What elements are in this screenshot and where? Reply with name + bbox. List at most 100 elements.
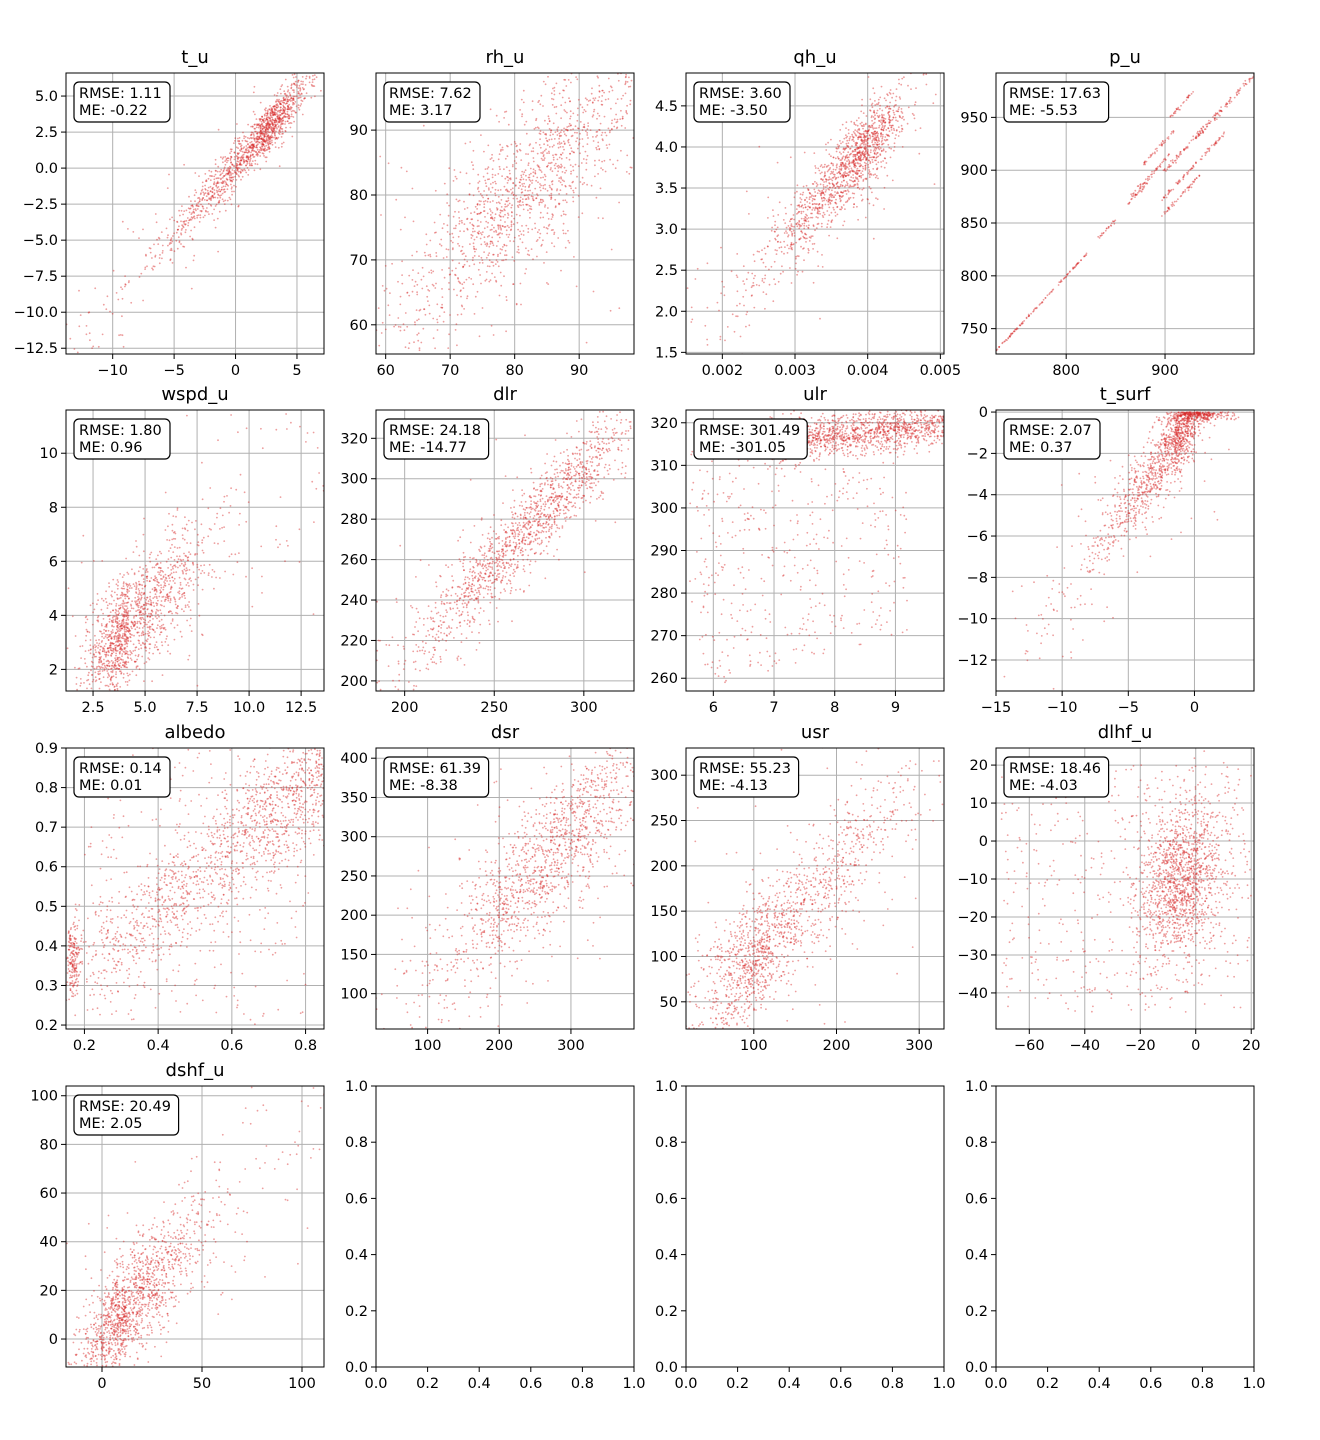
data-point [853, 192, 856, 195]
data-point [601, 103, 604, 106]
data-point [856, 153, 858, 156]
data-point [1197, 134, 1200, 137]
data-point [199, 214, 202, 217]
data-point [520, 303, 522, 306]
data-point [261, 115, 263, 118]
data-point [184, 223, 187, 226]
data-point [474, 295, 477, 298]
data-point [596, 117, 598, 120]
data-point [553, 93, 556, 96]
data-point [250, 131, 253, 134]
data-point [522, 208, 525, 211]
data-point [264, 130, 266, 133]
data-point [273, 119, 276, 122]
data-point [557, 170, 559, 173]
data-point [513, 141, 516, 143]
data-point [280, 103, 282, 106]
data-point [1027, 313, 1030, 316]
data-point [255, 140, 258, 143]
data-point [221, 182, 224, 184]
data-point [550, 180, 553, 183]
data-point [273, 132, 276, 135]
data-point [501, 225, 504, 227]
data-point [652, 25, 654, 27]
data-point [564, 232, 567, 235]
data-point [1016, 327, 1018, 329]
data-point [834, 211, 837, 214]
data-point [265, 156, 268, 159]
data-point [848, 154, 851, 156]
data-point [262, 143, 265, 146]
data-point [865, 122, 867, 125]
data-point [265, 133, 268, 136]
data-point [268, 146, 271, 149]
data-point [227, 157, 230, 160]
data-point [872, 204, 875, 207]
data-point [831, 199, 833, 202]
data-point [236, 168, 239, 171]
data-point [1195, 137, 1197, 140]
data-point [498, 294, 501, 297]
data-point [171, 216, 174, 219]
data-point [179, 214, 181, 217]
data-point [223, 191, 226, 194]
data-point [851, 135, 854, 138]
data-point [277, 132, 280, 135]
data-point [1150, 173, 1152, 176]
data-point [449, 273, 452, 276]
data-point [216, 197, 219, 199]
data-point [152, 265, 155, 268]
data-point [895, 110, 898, 112]
data-point [540, 157, 543, 160]
data-point [504, 249, 507, 252]
data-point [489, 183, 492, 185]
data-point [259, 118, 261, 121]
data-point [790, 224, 793, 227]
data-point [748, 324, 751, 327]
data-point [825, 199, 828, 202]
data-point [857, 147, 860, 149]
data-point [853, 150, 855, 153]
data-point [628, 172, 631, 175]
data-point [189, 219, 191, 222]
data-point [875, 127, 878, 129]
data-point [510, 206, 513, 209]
data-point [914, 129, 917, 132]
data-point [138, 237, 140, 240]
data-point [493, 230, 495, 233]
data-point [536, 164, 539, 167]
data-point [1155, 167, 1157, 170]
data-point [224, 174, 227, 176]
data-point [213, 178, 216, 181]
data-point [246, 149, 248, 152]
data-point [559, 131, 562, 134]
data-point [454, 329, 457, 331]
data-point [218, 200, 220, 203]
data-point [273, 121, 276, 124]
data-point [640, 109, 642, 111]
data-point [835, 202, 838, 205]
data-point [450, 240, 452, 242]
data-point [529, 143, 532, 146]
data-point [512, 194, 515, 197]
data-point [621, 115, 624, 118]
data-point [230, 203, 233, 206]
data-point [840, 169, 843, 172]
data-point [433, 221, 436, 224]
data-point [231, 163, 234, 166]
data-point [356, 399, 358, 401]
data-point [791, 243, 794, 246]
data-point [268, 136, 270, 139]
data-point [273, 127, 276, 130]
data-point [527, 227, 530, 230]
data-point [558, 193, 560, 195]
data-point [597, 145, 600, 148]
data-point [259, 119, 261, 122]
data-point [805, 241, 807, 243]
data-point [1158, 165, 1161, 167]
data-point [458, 262, 461, 265]
data-point [491, 168, 494, 171]
data-point [1164, 141, 1166, 144]
data-point [1134, 193, 1137, 196]
data-point [268, 117, 270, 120]
